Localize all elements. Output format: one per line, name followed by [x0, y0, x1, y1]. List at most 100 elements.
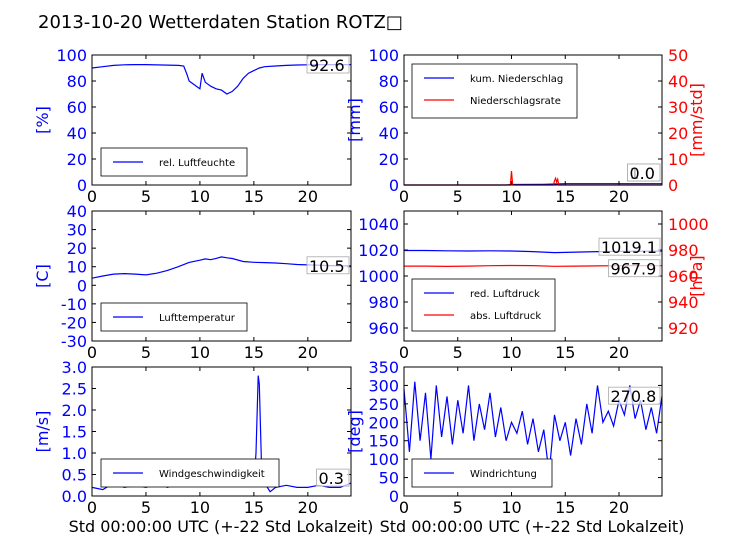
y-tick-label: 980 [368, 293, 399, 312]
y2-tick-label: 980 [668, 241, 699, 260]
y2-tick-label: 40 [668, 72, 688, 91]
x-tick-label: 15 [555, 343, 575, 362]
legend-box [100, 147, 248, 177]
y-tick-label: 2.5 [62, 380, 87, 399]
y-axis-label: [%] [33, 106, 52, 134]
chart-panel-2: 0 5 10 15 2002040608010001020304050[mm/std][… [345, 46, 706, 206]
y-tick-label: 0 [389, 487, 399, 506]
value-box-text: 0.0 [630, 164, 655, 183]
value-box [598, 237, 661, 256]
y-tick-label: 150 [368, 432, 399, 451]
y-tick-label: 0 [389, 176, 399, 195]
y-tick-label: 30 [67, 221, 87, 240]
legend-box [411, 278, 556, 332]
y-tick-label: 50 [379, 469, 399, 488]
y-tick-label: 3.0 [62, 358, 87, 377]
x-tick-label: 20 [609, 498, 629, 517]
value-box [627, 163, 661, 182]
x-tick-label: 0 [399, 498, 409, 517]
legend-label: kum. Niederschlag [470, 74, 563, 85]
x-tick-label: 15 [244, 343, 264, 362]
x-tick-label: 20 [298, 343, 318, 362]
x-tick-label: 0 [87, 343, 97, 362]
series-line-1-1 [91, 63, 351, 95]
y2-tick-label: 50 [668, 46, 688, 65]
y-tick-label: -30 [61, 332, 87, 351]
x-tick-label: 0 [87, 498, 97, 517]
y2-tick-label: 940 [668, 293, 699, 312]
x-tick-label: 20 [609, 343, 629, 362]
y-tick-label: 960 [368, 319, 399, 338]
x-tick-label: 15 [244, 498, 264, 517]
y-tick-label: 100 [368, 46, 399, 65]
y2-tick-label: 960 [668, 267, 699, 286]
legend-label: rel. Luftfeuchte [159, 158, 235, 169]
y-axis-label: [deg] [345, 410, 364, 453]
y2-axis-label: [mm/std] [687, 83, 706, 157]
y-tick-label: 80 [67, 72, 87, 91]
y-tick-label: 40 [67, 124, 87, 143]
y-tick-label: 100 [56, 46, 87, 65]
y2-tick-label: 10 [668, 150, 688, 169]
y2-tick-label: 1000 [668, 215, 709, 234]
y-tick-label: 60 [379, 98, 399, 117]
value-box-text: 92.6 [309, 56, 345, 75]
legend-label: Lufttemperatur [159, 313, 236, 324]
y-tick-label: 200 [368, 413, 399, 432]
x-tick-label: 5 [141, 498, 151, 517]
value-box [608, 259, 661, 278]
x-axis-label-right: Std 00:00:00 UTC (+-22 Std Lokalzeit) [380, 517, 685, 536]
plot-frame [403, 366, 663, 497]
x-axis-label-left: Std 00:00:00 UTC (+-22 Std Lokalzeit) [69, 517, 374, 536]
series-line-2-2 [404, 170, 662, 186]
y2-axis-label: [hPa] [687, 255, 706, 296]
x-tick-label: 15 [555, 498, 575, 517]
y-tick-label: 300 [368, 376, 399, 395]
y-tick-label: 2.0 [62, 401, 87, 420]
value-box [316, 468, 350, 487]
y-tick-label: -20 [61, 313, 87, 332]
x-tick-label: 5 [453, 187, 463, 206]
legend-box [411, 63, 578, 119]
y-tick-label: 1.0 [62, 444, 87, 463]
value-box [608, 386, 661, 405]
chart-panel-6: 0 5 10 15 20050100150200250300350[deg]270.8W… [345, 358, 663, 517]
x-tick-label: 10 [501, 498, 521, 517]
x-tick-label: 10 [501, 187, 521, 206]
y-tick-label: 20 [379, 150, 399, 169]
y-tick-label: 40 [67, 202, 87, 221]
chart-panel-5: 0 5 10 15 20 0.0 0.5 1.0 1.5 2.0 2.5 3.0 [m/s] 0.3 Win… [33, 358, 352, 517]
x-tick-label: 10 [190, 187, 210, 206]
value-box [306, 256, 350, 275]
value-box-text: 0.3 [319, 469, 344, 488]
y2-tick-label: 20 [668, 124, 688, 143]
legend-label: Niederschlagsrate [470, 96, 561, 107]
series-line-3-1 [91, 256, 351, 279]
y-tick-label: 0.5 [62, 466, 87, 485]
x-tick-label: 10 [501, 343, 521, 362]
x-tick-label: 20 [609, 187, 629, 206]
y-tick-label: 40 [379, 124, 399, 143]
x-tick-label: 5 [141, 187, 151, 206]
y-tick-label: 1040 [358, 215, 399, 234]
legend-label: Windrichtung [470, 469, 537, 480]
plot-frame [91, 210, 352, 342]
y-tick-label: 80 [379, 72, 399, 91]
x-tick-label: 15 [555, 187, 575, 206]
y-tick-label: 0 [77, 276, 87, 295]
y2-tick-label: 920 [668, 319, 699, 338]
legend-label: Windgeschwindigkeit [159, 469, 265, 480]
y-tick-label: -10 [61, 295, 87, 314]
y-tick-label: 20 [67, 239, 87, 258]
x-tick-label: 15 [244, 187, 264, 206]
y-tick-label: 60 [67, 98, 87, 117]
y-tick-label: 20 [67, 150, 87, 169]
x-tick-label: 5 [453, 343, 463, 362]
x-tick-label: 0 [399, 343, 409, 362]
value-box-text: 10.5 [309, 257, 345, 276]
y2-tick-label: 0 [668, 176, 678, 195]
x-tick-label: 0 [399, 187, 409, 206]
